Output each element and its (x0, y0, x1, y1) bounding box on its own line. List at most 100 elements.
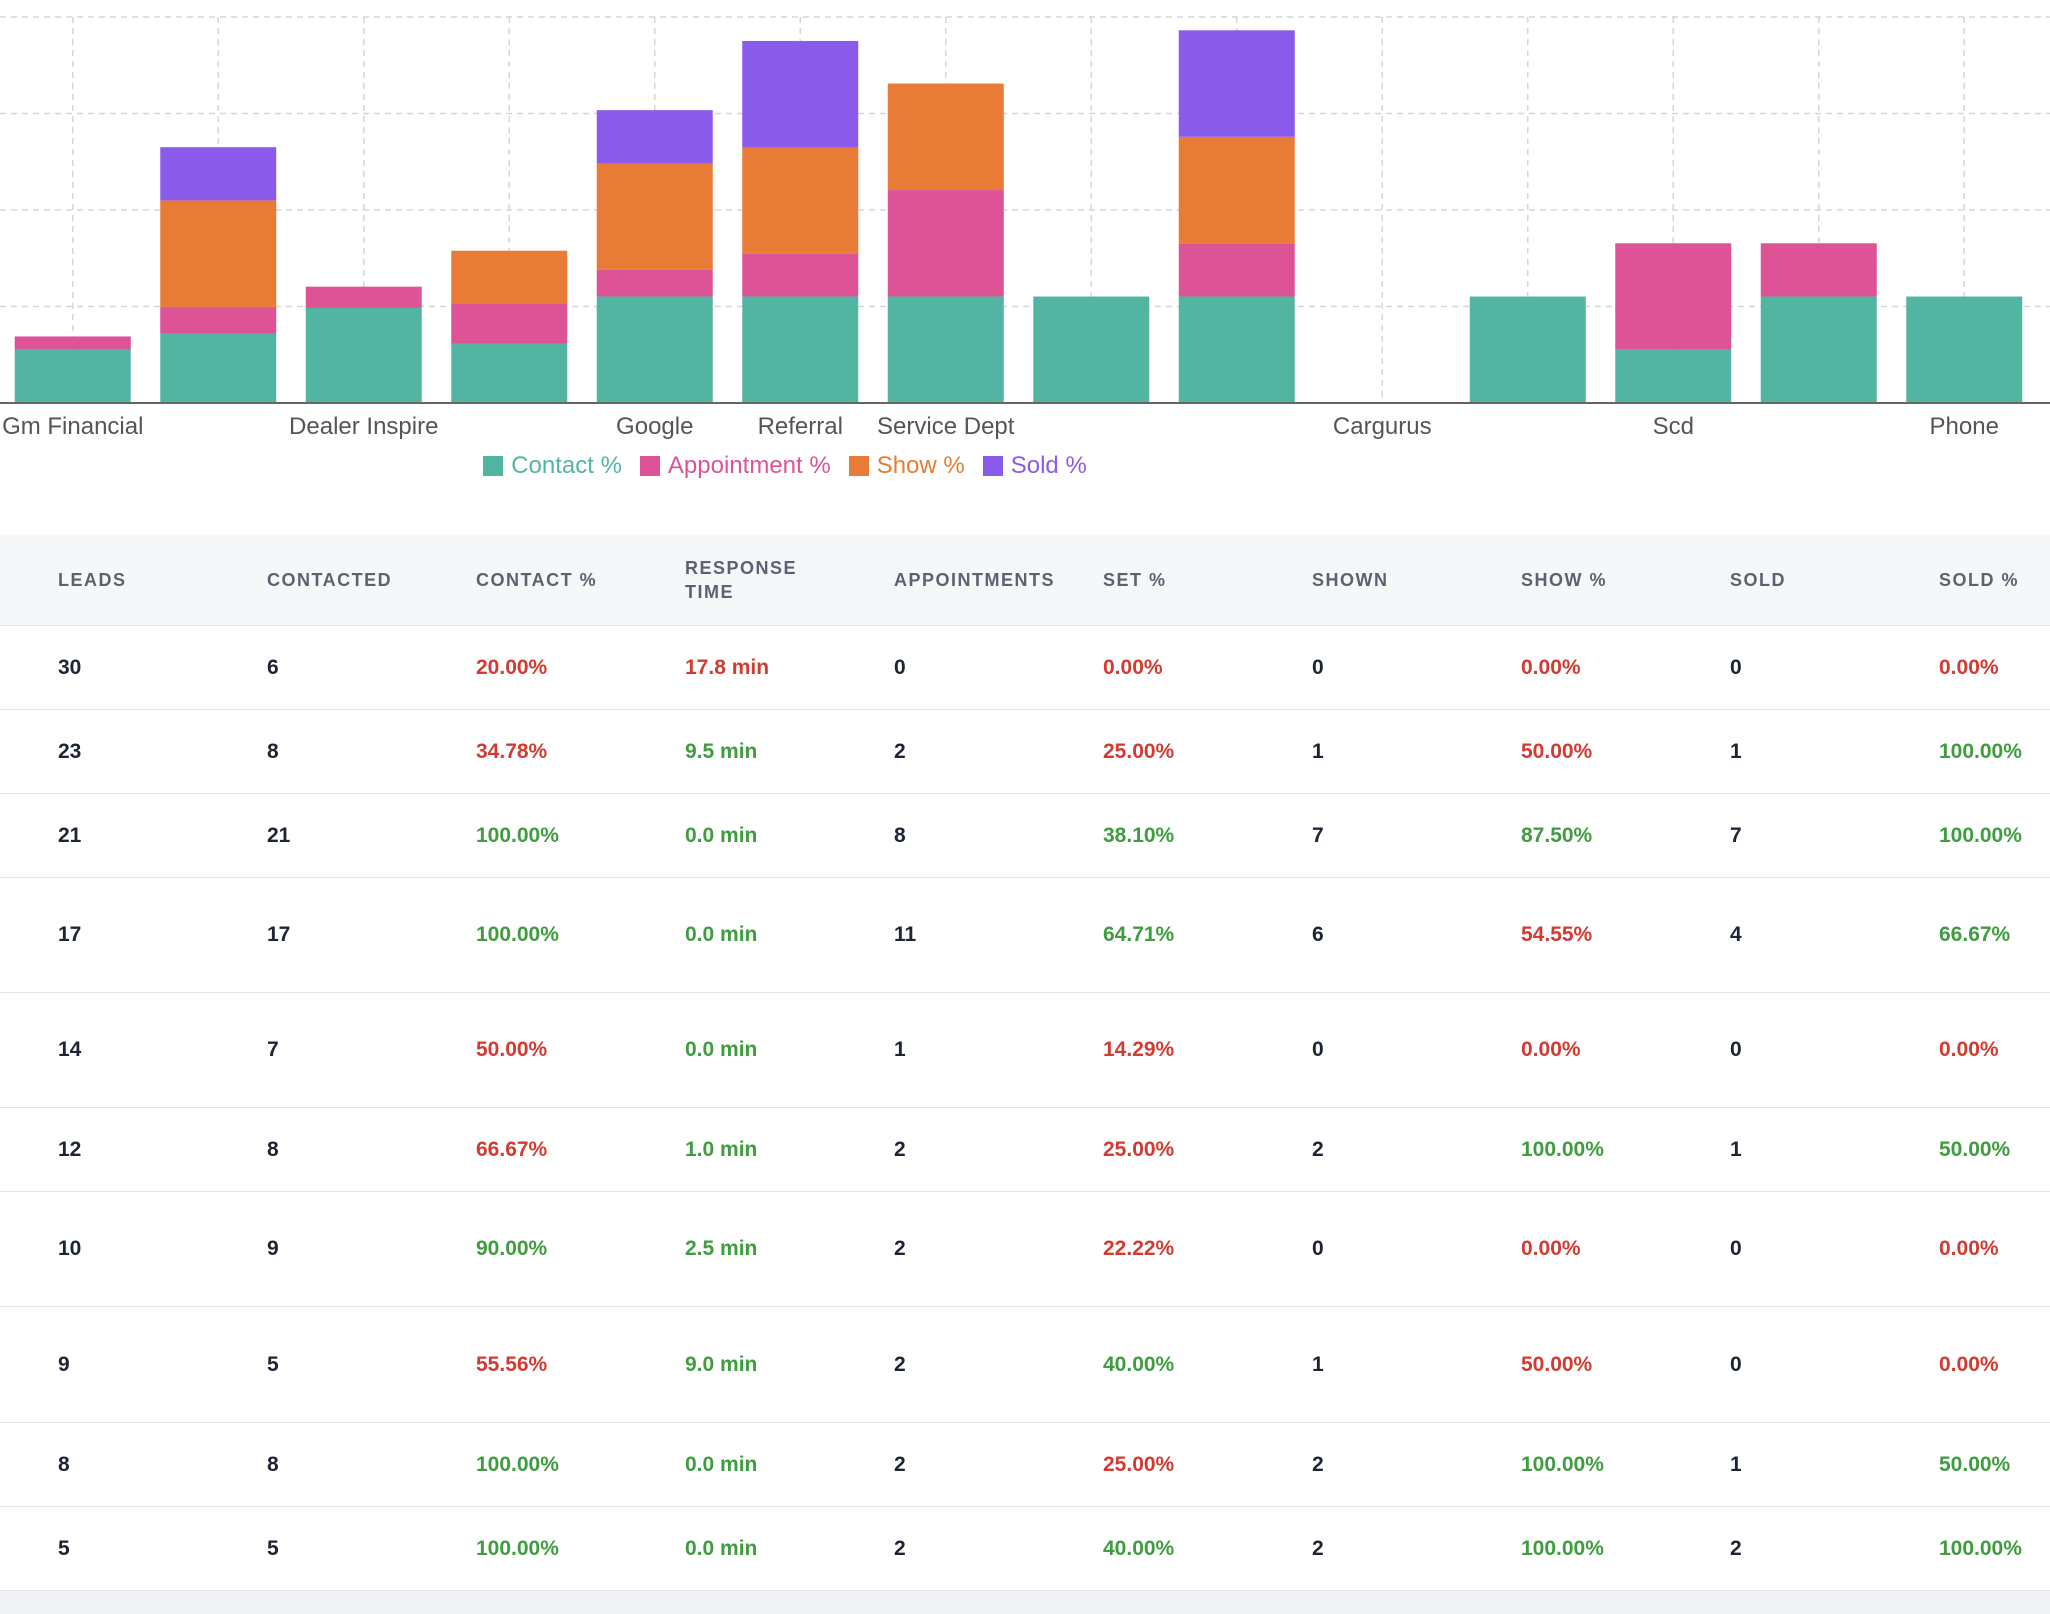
table-cell: 17 (209, 877, 418, 993)
table-row[interactable]: 21 21 100.00% 0.0 min 8 38.10% 7 87.50% 7 100.00% (0, 793, 2050, 878)
table-cell: 12 (0, 1107, 209, 1192)
table-cell: 0.00% (1463, 1191, 1672, 1307)
table-cell: 55.56% (418, 1306, 627, 1423)
table-cell: 9.0 min (627, 1306, 836, 1423)
table-cell: 2 (1254, 1422, 1463, 1507)
table-cell: 0.0 min (627, 992, 836, 1108)
table-cell: 7 (209, 992, 418, 1108)
table-cell: 25.00% (1045, 709, 1254, 794)
bar-segment (887, 190, 1004, 297)
table-cell: 10 (0, 1191, 209, 1307)
table-row[interactable]: 9 5 55.56% 9.0 min 2 40.00% 1 50.00% 0 0.00% (0, 1306, 2050, 1423)
column-header[interactable]: Contact % (418, 535, 627, 626)
table-cell: 0.0 min (627, 1506, 836, 1591)
bar-segment (14, 349, 131, 403)
column-header[interactable]: Response Time (627, 535, 836, 626)
table-cell: 100.00% (1881, 1506, 2050, 1591)
table-cell: 25.00% (1045, 1422, 1254, 1507)
column-header[interactable]: Leads (0, 535, 209, 626)
table-row[interactable]: 10 9 90.00% 2.5 min 2 22.22% 0 0.00% 0 0.00% (0, 1191, 2050, 1307)
bar-segment (1906, 296, 2023, 403)
table-row[interactable]: 8 8 100.00% 0.0 min 2 25.00% 2 100.00% 1 50.00% (0, 1422, 2050, 1507)
bar-segment (160, 147, 277, 201)
bar-segment (160, 306, 277, 334)
table-cell: 6 (1254, 877, 1463, 993)
table-header-row: Leads Contacted Contact % Response Time Appo… (0, 535, 2050, 626)
table-cell: 100.00% (418, 1506, 627, 1591)
table-cell: 64.71% (1045, 877, 1254, 993)
legend-item[interactable]: Contact % (483, 452, 622, 480)
table-row[interactable]: 23 8 34.78% 9.5 min 2 25.00% 1 50.00% 1 100.00% (0, 709, 2050, 794)
table-cell: 38.10% (1045, 793, 1254, 878)
table-cell: 14.29% (1045, 992, 1254, 1108)
bar-segment (160, 333, 277, 403)
table-cell: 0 (1254, 992, 1463, 1108)
column-header[interactable]: Set % (1045, 535, 1254, 626)
table-cell: 5 (209, 1506, 418, 1591)
x-tick-label: Cargurus (1333, 413, 1432, 440)
legend-item[interactable]: Show % (848, 452, 965, 480)
legend-swatch (848, 456, 869, 476)
table-cell: 0.00% (1463, 992, 1672, 1108)
table-cell: 0 (1254, 625, 1463, 710)
table-cell: 14 (0, 992, 209, 1108)
bar-segment (14, 336, 131, 350)
table-cell: 30 (0, 625, 209, 710)
table-cell: 2 (836, 1306, 1045, 1423)
x-tick-label: Referral (758, 413, 843, 440)
table-cell: 8 (209, 1107, 418, 1192)
column-header[interactable]: Sold (1672, 535, 1881, 626)
bar-segment (742, 296, 859, 403)
table-row[interactable]: 14 7 50.00% 0.0 min 1 14.29% 0 0.00% 0 0.00% (0, 992, 2050, 1108)
table-cell: 2.5 min (627, 1191, 836, 1307)
table-cell: 2 (836, 1191, 1045, 1307)
legend-item[interactable]: Sold % (982, 452, 1087, 480)
table-cell: 40.00% (1045, 1306, 1254, 1423)
bar-segment (451, 343, 568, 403)
column-header-label: Response Time (685, 558, 798, 602)
table-cell: 2 (1254, 1506, 1463, 1591)
table-cell: 0.00% (1881, 625, 2050, 710)
table-cell: 100.00% (418, 877, 627, 993)
table-cell: 0 (1672, 1306, 1881, 1423)
bar-segment (1033, 296, 1150, 403)
table-cell: 0 (1672, 625, 1881, 710)
table-cell: 8 (209, 1422, 418, 1507)
table-cell: 2 (836, 1107, 1045, 1192)
table-cell: 0.0 min (627, 793, 836, 878)
table-cell: 1 (1254, 1306, 1463, 1423)
legend-item[interactable]: Appointment % (639, 452, 831, 480)
table-cell: 1 (836, 992, 1045, 1108)
bar-segment (1178, 296, 1295, 403)
column-header[interactable]: Sold % (1881, 535, 2050, 626)
table-cell: 0.00% (1881, 1306, 2050, 1423)
bar-segment (1615, 349, 1732, 403)
table-row[interactable]: 12 8 66.67% 1.0 min 2 25.00% 2 100.00% 1 50.00% (0, 1107, 2050, 1192)
x-tick-label: Service Dept (877, 413, 1015, 440)
table-cell: 87.50% (1463, 793, 1672, 878)
table-row[interactable]: 17 17 100.00% 0.0 min 11 64.71% 6 54.55% 4 66.67% (0, 877, 2050, 993)
table-cell: 34.78% (418, 709, 627, 794)
column-header[interactable]: Show % (1463, 535, 1672, 626)
table-cell: 1 (1672, 1422, 1881, 1507)
table-cell: 0.00% (1463, 625, 1672, 710)
legend-swatch (639, 456, 660, 476)
table-cell: 9.5 min (627, 709, 836, 794)
bar-segment (1760, 296, 1877, 403)
table-cell: 100.00% (1463, 1107, 1672, 1192)
table-cell: 1.0 min (627, 1107, 836, 1192)
column-header[interactable]: Appointments (836, 535, 1054, 626)
x-tick-label: Gm Financial (2, 413, 143, 440)
bar-segment (742, 40, 859, 148)
table-cell: 2 (1254, 1107, 1463, 1192)
legend-label: Show % (876, 452, 965, 479)
table-cell: 0.00% (1045, 625, 1254, 710)
column-header[interactable]: Shown (1254, 535, 1463, 626)
lead-source-table: Leads Contacted Contact % Response Time Appo… (0, 535, 2050, 1591)
column-header[interactable]: Contacted (209, 535, 418, 626)
bar-segment (742, 253, 859, 297)
table-row[interactable]: 30 6 20.00% 17.8 min 0 0.00% 0 0.00% 0 0.00% (0, 625, 2050, 710)
x-tick-label: Dealer Inspire (289, 413, 438, 440)
table-cell: 50.00% (418, 992, 627, 1108)
table-row[interactable]: 5 5 100.00% 0.0 min 2 40.00% 2 100.00% 2 100.00% (0, 1506, 2050, 1591)
